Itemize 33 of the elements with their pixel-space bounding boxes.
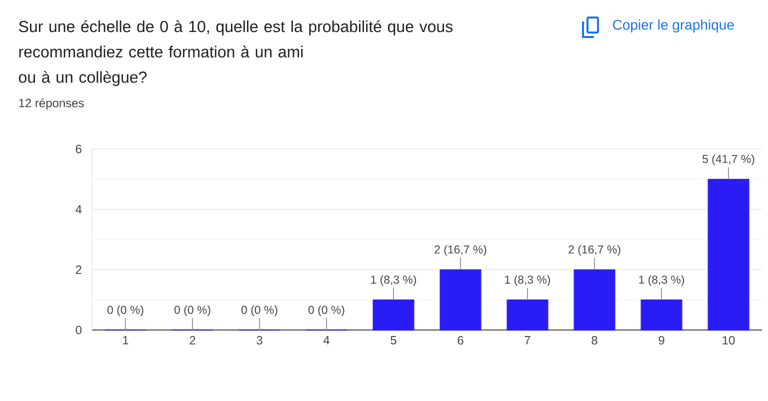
chart-subtitle: 12 réponses <box>19 98 84 110</box>
data-label: 1 (8,3 %) <box>505 275 550 286</box>
text: Copier le graphique <box>612 19 734 33</box>
bar <box>372 300 414 330</box>
y-tick-label: 0 <box>76 326 82 334</box>
x-tick-label: 3 <box>256 336 262 345</box>
x-tick-label: 7 <box>524 336 530 344</box>
data-label: 0 (0 %) <box>308 305 344 316</box>
y-tick-label: 4 <box>76 205 82 214</box>
x-tick-label: 8 <box>592 336 598 345</box>
data-label: 5 (41,7 %) <box>702 154 754 166</box>
x-tick-label: 5 <box>390 336 396 344</box>
x-tick-label: 9 <box>658 336 664 345</box>
x-tick-label: 10 <box>722 336 735 345</box>
x-tick-label: 4 <box>323 336 330 344</box>
data-label: 0 (0 %) <box>241 305 278 316</box>
y-tick-label: 2 <box>76 265 82 274</box>
data-label: 0 (0 %) <box>107 305 144 316</box>
data-label: 1 (8,3 %) <box>639 275 684 286</box>
bar <box>506 300 548 330</box>
bar <box>708 178 750 330</box>
x-tick-label: 1 <box>123 336 128 344</box>
x-tick-label: 2 <box>190 336 196 344</box>
bar <box>440 269 482 330</box>
bar <box>640 300 682 330</box>
bar <box>574 269 616 330</box>
data-label: 2 (16,7 %) <box>434 245 486 256</box>
x-tick-label: 6 <box>458 336 464 345</box>
y-tick-label: 6 <box>76 144 82 154</box>
data-label: 0 (0 %) <box>174 305 210 316</box>
data-label: 1 (8,3 %) <box>371 275 416 286</box>
chart-title: Sur une échelle de 0 à 10, quelle est la probabilité que vous recommandiez cette formation à un ami ou à un collègue? <box>18 20 453 86</box>
data-label: 2 (16,7 %) <box>568 245 620 256</box>
